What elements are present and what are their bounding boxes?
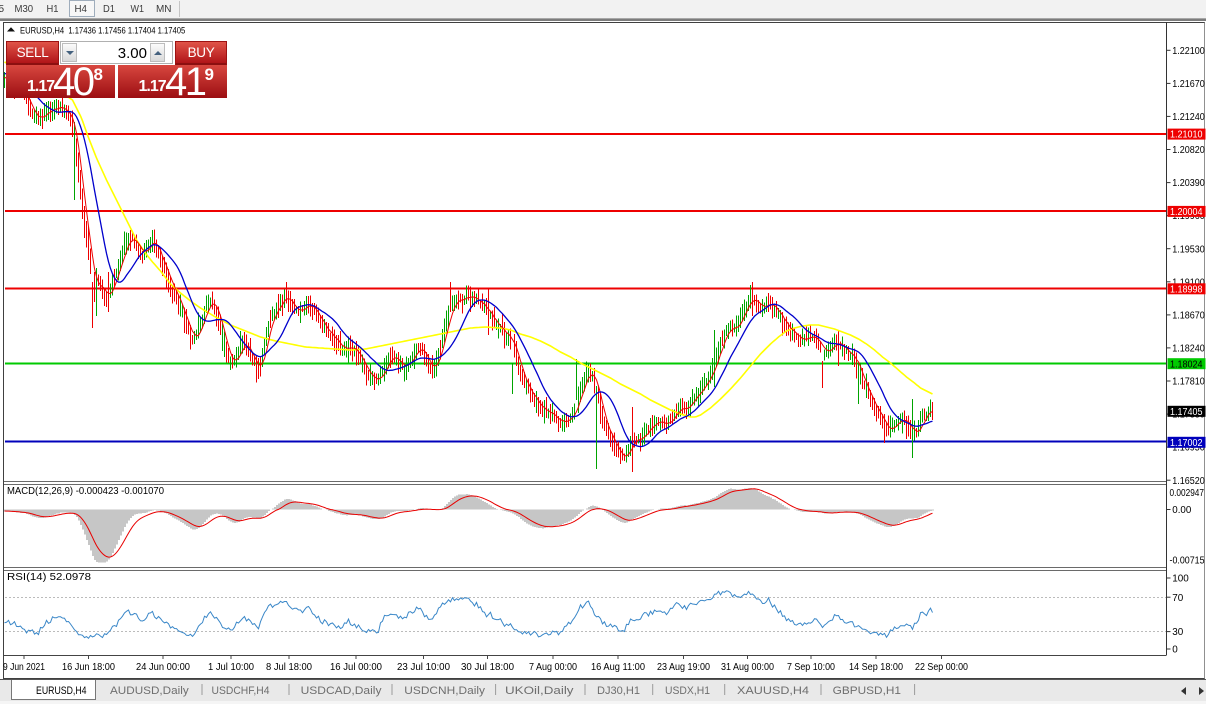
svg-text:16 Jul 00:00: 16 Jul 00:00: [330, 662, 382, 673]
svg-text:23 Aug 19:00: 23 Aug 19:00: [657, 662, 710, 673]
svg-text:1.21240: 1.21240: [1172, 112, 1205, 123]
svg-text:16 Aug 11:00: 16 Aug 11:00: [591, 662, 645, 673]
svg-text:MACD(12,26,9) -0.000423 -0.001: MACD(12,26,9) -0.000423 -0.001070: [7, 486, 164, 497]
svg-text:EURUSD,H4 1.17436 1.17456 1.1: EURUSD,H4 1.17436 1.17456 1.17404 1.1740…: [20, 26, 185, 37]
svg-text:24 Jun 00:00: 24 Jun 00:00: [136, 662, 190, 673]
svg-text:9 Jun 2021: 9 Jun 2021: [3, 662, 45, 673]
svg-text:1.18024: 1.18024: [1170, 359, 1203, 370]
svg-text:22 Sep 00:00: 22 Sep 00:00: [915, 662, 968, 673]
svg-text:1.18240: 1.18240: [1172, 344, 1205, 355]
svg-text:70: 70: [1172, 593, 1183, 604]
svg-text:7 Sep 10:00: 7 Sep 10:00: [787, 662, 835, 673]
svg-text:1.17405: 1.17405: [1170, 407, 1203, 418]
svg-text:1.18998: 1.18998: [1170, 284, 1203, 295]
svg-text:-0.00715: -0.00715: [1170, 556, 1205, 567]
svg-text:100: 100: [1172, 574, 1189, 585]
svg-text:1.16950: 1.16950: [1172, 443, 1205, 454]
svg-text:1.20390: 1.20390: [1172, 178, 1205, 189]
svg-text:0: 0: [1172, 645, 1178, 656]
svg-text:1.22100: 1.22100: [1172, 46, 1205, 57]
svg-text:23 Jul 10:00: 23 Jul 10:00: [397, 662, 450, 673]
svg-text:1.19100: 1.19100: [1172, 277, 1205, 288]
svg-text:14 Sep 18:00: 14 Sep 18:00: [849, 662, 903, 673]
svg-text:16 Jun 18:00: 16 Jun 18:00: [62, 662, 115, 673]
svg-text:1.20004: 1.20004: [1170, 207, 1203, 218]
svg-text:1.18670: 1.18670: [1172, 311, 1205, 322]
svg-text:1 Jul 10:00: 1 Jul 10:00: [208, 662, 254, 673]
svg-text:1.19530: 1.19530: [1172, 244, 1205, 255]
svg-text:31 Aug 00:00: 31 Aug 00:00: [721, 662, 774, 673]
svg-text:7 Aug 00:00: 7 Aug 00:00: [529, 662, 577, 673]
svg-text:1.17002: 1.17002: [1170, 438, 1203, 449]
svg-text:0.00: 0.00: [1172, 505, 1191, 516]
svg-text:1.21010: 1.21010: [1170, 130, 1203, 141]
svg-text:1.16520: 1.16520: [1172, 476, 1205, 487]
svg-text:1.20820: 1.20820: [1172, 145, 1205, 156]
svg-text:1.21670: 1.21670: [1172, 79, 1205, 90]
svg-text:8 Jul 18:00: 8 Jul 18:00: [266, 662, 312, 673]
svg-text:RSI(14) 52.0978: RSI(14) 52.0978: [7, 572, 91, 583]
svg-text:30 Jul 18:00: 30 Jul 18:00: [461, 662, 514, 673]
svg-text:30: 30: [1172, 627, 1183, 638]
svg-text:1.17810: 1.17810: [1172, 377, 1205, 388]
svg-text:0.002947: 0.002947: [1170, 488, 1205, 499]
